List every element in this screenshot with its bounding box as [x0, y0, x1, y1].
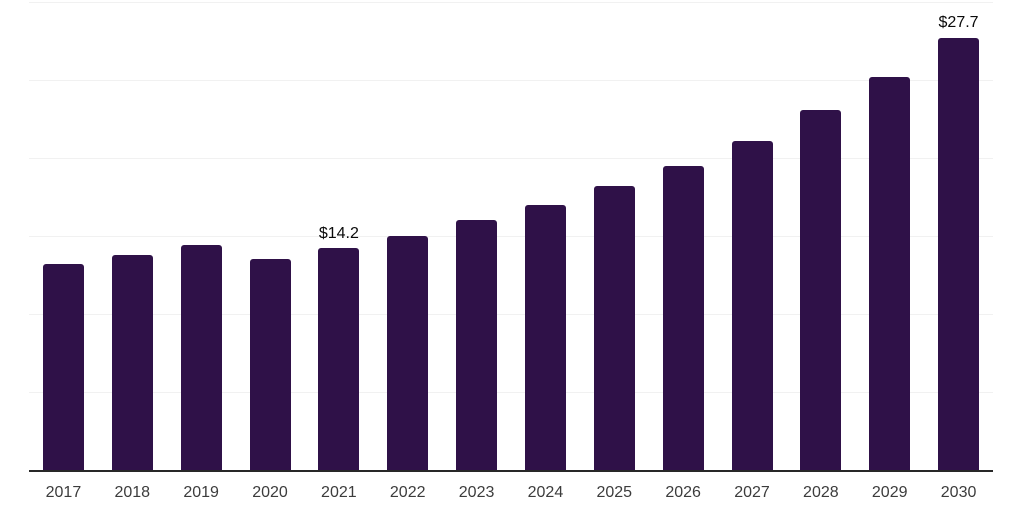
bar-2029 — [869, 76, 911, 470]
x-tick-label-2023: 2023 — [458, 484, 495, 501]
x-tick-label-2026: 2026 — [665, 484, 701, 501]
gridline — [29, 80, 993, 81]
gridline — [29, 236, 993, 237]
gridline — [29, 314, 993, 315]
bar-value-label-2021: $14.2 — [318, 224, 359, 242]
gridline — [29, 392, 993, 393]
x-tick-label-2029: 2029 — [871, 484, 908, 501]
bar-2023 — [456, 220, 498, 470]
x-tick-label-2022: 2022 — [389, 484, 426, 501]
x-tick-label-2027: 2027 — [734, 484, 770, 501]
bar-2026 — [662, 165, 704, 470]
gridline — [29, 158, 993, 159]
plot-area: $14.2 $27.7 — [29, 2, 993, 472]
x-axis-line — [29, 470, 993, 472]
bar-2028 — [800, 109, 842, 470]
bar-2018 — [111, 254, 153, 470]
bar-2030 — [938, 37, 980, 470]
bar-value-label-2030: $27.7 — [938, 14, 979, 32]
bar-2022 — [387, 236, 429, 470]
bar-2017 — [42, 264, 84, 470]
x-tick-label-2030: 2030 — [940, 484, 977, 501]
bar-2020 — [249, 259, 291, 470]
x-tick-label-2018: 2018 — [114, 484, 151, 501]
bar-2027 — [731, 140, 773, 470]
x-tick-label-2028: 2028 — [803, 484, 839, 501]
bar-2021 — [318, 248, 360, 470]
x-tick-label-2019: 2019 — [183, 484, 219, 501]
bar-2024 — [524, 204, 566, 470]
x-tick-label-2025: 2025 — [596, 484, 633, 501]
bar-2019 — [180, 245, 222, 470]
x-tick-label-2024: 2024 — [527, 484, 564, 501]
x-tick-label-2021: 2021 — [321, 484, 357, 501]
x-tick-label-2020: 2020 — [252, 484, 288, 501]
gridline — [29, 2, 993, 3]
bar-2025 — [593, 186, 635, 470]
x-tick-label-2017: 2017 — [45, 484, 82, 501]
